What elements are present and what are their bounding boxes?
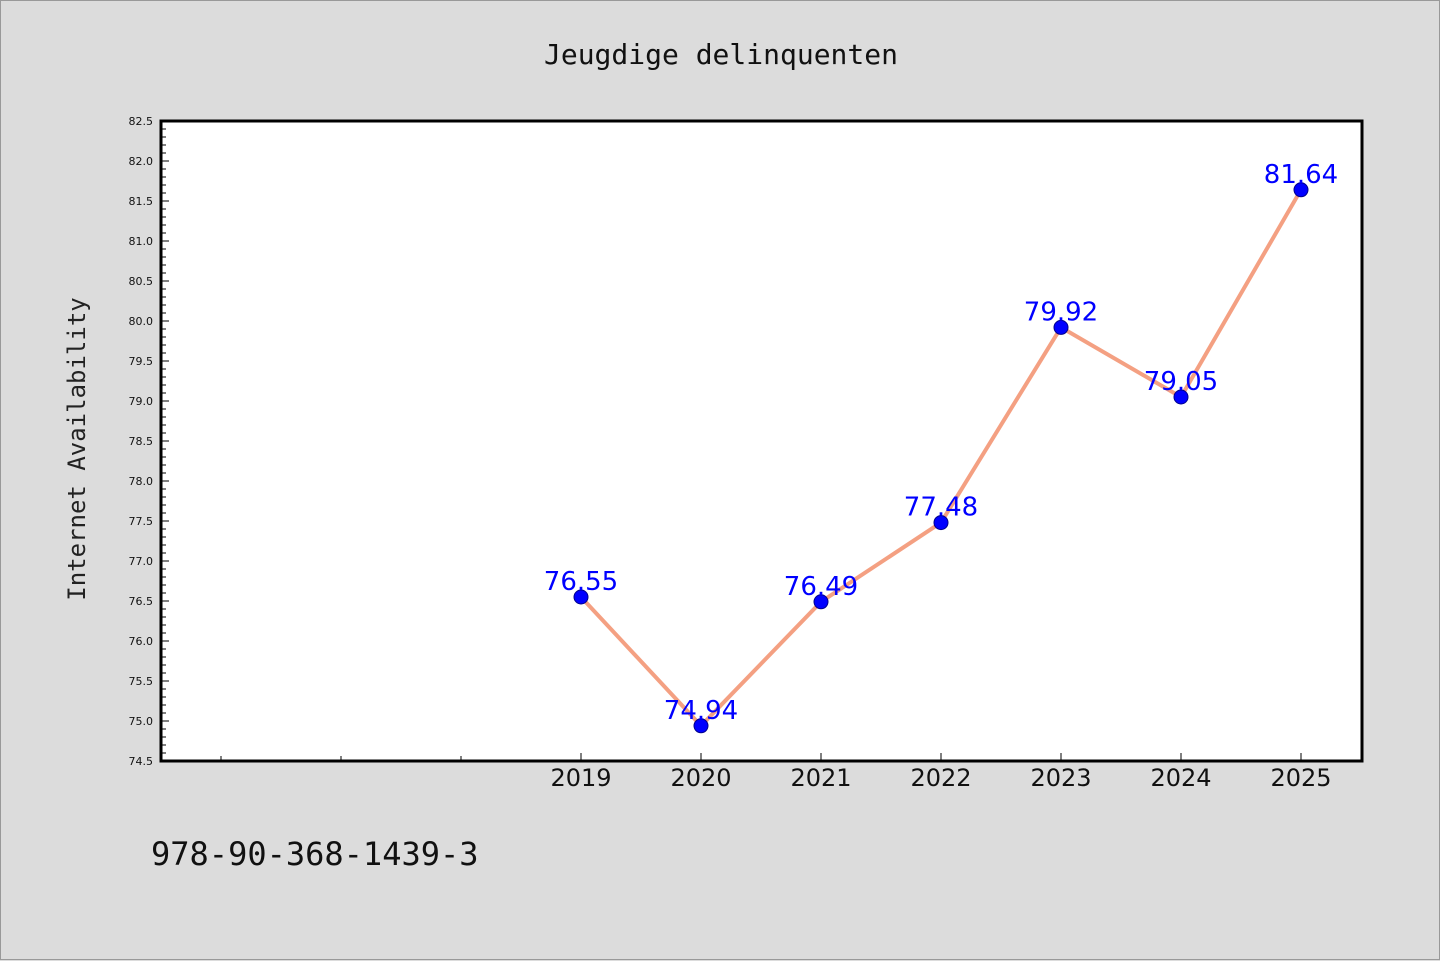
data-label: 79.05	[1144, 367, 1218, 397]
x-tick-label: 2022	[910, 764, 971, 792]
data-label: 77.48	[904, 493, 978, 523]
data-label: 81.64	[1264, 160, 1338, 190]
data-point	[1293, 182, 1309, 198]
data-point	[573, 589, 589, 605]
x-tick-label: 2020	[670, 764, 731, 792]
footer-isbn: 978-90-368-1439-3	[151, 835, 479, 873]
y-tick-label: 79.0	[129, 395, 154, 408]
y-tick-label: 80.0	[129, 315, 154, 328]
y-tick-label: 80.5	[129, 275, 154, 288]
chart-title: Jeugdige delinquenten	[544, 38, 898, 71]
data-point	[933, 515, 949, 531]
data-label: 76.49	[784, 572, 858, 602]
data-point	[693, 718, 709, 734]
y-tick-label: 82.0	[129, 155, 154, 168]
x-tick-label: 2019	[550, 764, 611, 792]
x-tick-label: 2025	[1270, 764, 1331, 792]
y-tick-label: 81.5	[129, 195, 154, 208]
y-tick-label: 81.0	[129, 235, 154, 248]
y-tick-label: 78.5	[129, 435, 154, 448]
data-label: 76.55	[544, 567, 618, 597]
y-tick-label: 79.5	[129, 355, 154, 368]
x-tick-label: 2021	[790, 764, 851, 792]
y-axis-label: Internet Availability	[63, 297, 91, 600]
y-tick-label: 75.0	[129, 715, 154, 728]
data-point	[813, 594, 829, 610]
y-tick-label: 77.0	[129, 555, 154, 568]
y-tick-label: 76.0	[129, 635, 154, 648]
data-point	[1053, 319, 1069, 335]
y-tick-label: 76.5	[129, 595, 154, 608]
data-label: 79.92	[1024, 297, 1098, 327]
y-tick-label: 82.5	[129, 115, 154, 128]
y-tick-label: 77.5	[129, 515, 154, 528]
plot-area	[159, 119, 1364, 763]
data-label: 74.94	[664, 696, 738, 726]
y-tick-label: 74.5	[129, 755, 154, 768]
x-axis: 2019 2020 2021 2022 2023 2024 2025	[220, 753, 1332, 792]
data-point	[1173, 389, 1189, 405]
x-tick-label: 2023	[1030, 764, 1091, 792]
x-tick-label: 2024	[1150, 764, 1211, 792]
series-layer: 76.55 74.94 76.49 77.48 79.92 79.05 81.64	[544, 160, 1338, 734]
y-axis: 74.5 75.0 75.5 76.0 76.5 77.0 77.5 78.0 78.5 79.0…	[129, 115, 169, 768]
y-tick-label: 75.5	[129, 675, 154, 688]
y-tick-label: 78.0	[129, 475, 154, 488]
